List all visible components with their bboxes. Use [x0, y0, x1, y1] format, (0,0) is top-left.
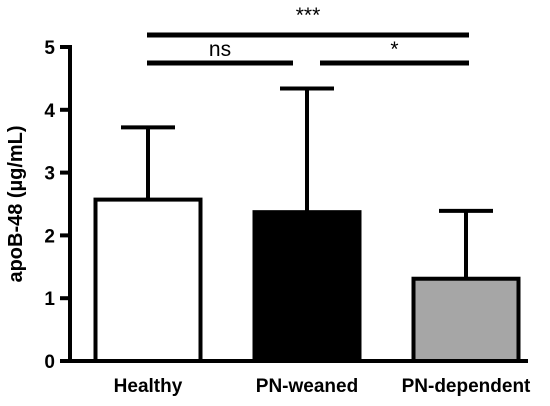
y-tick-label-0: 0: [44, 352, 55, 373]
y-tick-label-2: 2: [44, 226, 55, 247]
x-tick-label-healthy: Healthy: [114, 376, 183, 397]
plot-area: 0 1 2 3 4 5 Healthy PN-weaned PN-dependent *** ns *: [44, 4, 531, 397]
bar-pn-dependent: [411, 276, 521, 363]
y-tick-label-1: 1: [44, 289, 55, 310]
significance-label-1: ns: [209, 38, 231, 61]
x-tick-label-pn-weaned: PN-weaned: [256, 376, 358, 397]
y-tick-label-3: 3: [44, 164, 55, 185]
y-tick-label-4: 4: [44, 101, 55, 122]
x-tick-label-pn-dependent: PN-dependent: [402, 376, 531, 397]
y-axis-title: apoB-48 (µg/mL): [5, 125, 27, 282]
significance-label-0: ***: [296, 4, 321, 27]
y-tick-label-5: 5: [44, 38, 55, 59]
bar-pn-weaned: [252, 210, 362, 363]
bar-healthy: [93, 197, 203, 363]
significance-label-2: *: [390, 38, 398, 61]
